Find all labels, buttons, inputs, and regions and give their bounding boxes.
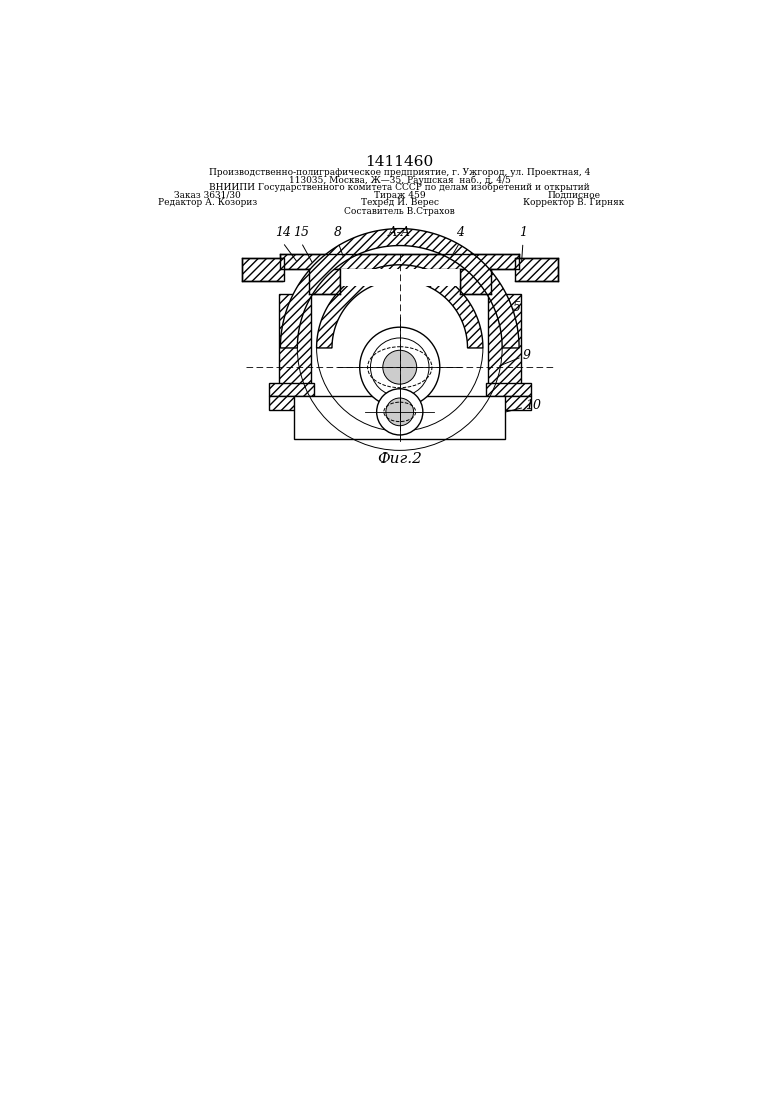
- Text: 1: 1: [519, 226, 527, 238]
- Text: Заказ 3631/30: Заказ 3631/30: [174, 191, 241, 200]
- Text: Корректор В. Гирняк: Корректор В. Гирняк: [523, 199, 625, 207]
- Circle shape: [383, 351, 417, 384]
- Text: ВНИИПИ Государственного комитета СССР по делам изобретений и открытий: ВНИИПИ Государственного комитета СССР по…: [209, 183, 590, 192]
- Text: Редактор А. Козориз: Редактор А. Козориз: [158, 199, 257, 207]
- Text: Тираж 459: Тираж 459: [374, 191, 426, 200]
- Text: 9: 9: [523, 350, 531, 362]
- Polygon shape: [332, 280, 467, 347]
- Bar: [516, 258, 558, 281]
- Text: Производственно-полиграфическое предприятие, г. Ужгород, ул. Проектная, 4: Производственно-полиграфическое предприя…: [209, 168, 590, 176]
- Bar: [309, 269, 340, 295]
- Text: 8: 8: [334, 226, 342, 238]
- Text: 10: 10: [525, 399, 541, 413]
- Text: 5: 5: [513, 301, 521, 313]
- Bar: [504, 396, 530, 410]
- Bar: [269, 383, 314, 396]
- Text: 4: 4: [456, 226, 464, 238]
- Circle shape: [370, 338, 429, 396]
- Text: Техред И. Верес: Техред И. Верес: [360, 199, 438, 207]
- Bar: [242, 258, 284, 281]
- Bar: [459, 269, 491, 295]
- Bar: [486, 383, 530, 396]
- Text: 1411460: 1411460: [366, 154, 434, 169]
- Text: Подписное: Подписное: [548, 191, 601, 200]
- Bar: [332, 347, 467, 394]
- Bar: [340, 269, 460, 287]
- Bar: [488, 295, 520, 390]
- Polygon shape: [280, 228, 519, 347]
- Bar: [279, 295, 311, 390]
- Polygon shape: [317, 265, 483, 347]
- Bar: [294, 396, 505, 439]
- Circle shape: [377, 388, 423, 435]
- Text: А-А: А-А: [388, 226, 411, 238]
- Text: 14: 14: [275, 226, 291, 238]
- Bar: [269, 396, 296, 410]
- Text: Фиг.2: Фиг.2: [378, 452, 422, 465]
- Bar: [280, 254, 519, 269]
- Text: Составитель В.Страхов: Составитель В.Страхов: [345, 207, 455, 216]
- Circle shape: [386, 398, 413, 426]
- Text: 15: 15: [293, 226, 309, 238]
- Text: 113035, Москва, Ж—35, Раушская  наб., д. 4/5: 113035, Москва, Ж—35, Раушская наб., д. …: [289, 175, 511, 184]
- Circle shape: [360, 328, 440, 407]
